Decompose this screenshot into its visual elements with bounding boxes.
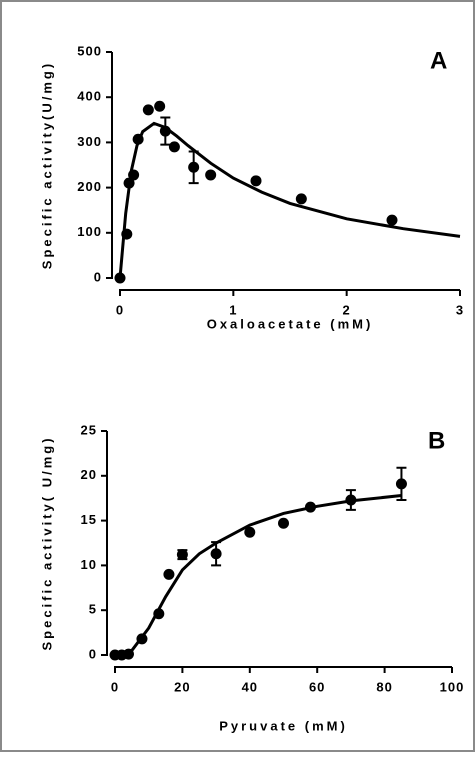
y-tick-label: 10 xyxy=(81,557,97,572)
x-tick-label: 40 xyxy=(242,679,258,694)
data-point xyxy=(304,501,316,513)
data-point xyxy=(121,228,133,240)
data-point xyxy=(176,549,188,561)
x-tick-label: 80 xyxy=(376,679,392,694)
data-point xyxy=(128,169,140,181)
y-tick-label: 500 xyxy=(77,43,102,58)
x-axis-title: Oxaloacetate (mM) xyxy=(207,316,374,331)
y-tick-label: 300 xyxy=(77,134,102,149)
data-point xyxy=(345,494,357,506)
data-point xyxy=(386,214,398,226)
x-tick-label: 1 xyxy=(229,302,237,317)
x-tick-label: 0 xyxy=(111,679,119,694)
data-point xyxy=(250,175,262,187)
y-axis-title: Specific activity( U/mg) xyxy=(39,435,54,650)
data-point xyxy=(153,608,165,620)
data-point xyxy=(244,526,256,538)
y-axis-title: Specific activity(U/mg) xyxy=(39,61,54,269)
y-tick-label: 5 xyxy=(89,602,97,617)
x-tick-label: 3 xyxy=(456,302,464,317)
y-tick-label: 15 xyxy=(81,512,97,527)
data-point xyxy=(114,272,126,284)
data-point xyxy=(168,141,180,153)
data-point xyxy=(132,133,144,145)
data-point xyxy=(205,169,217,181)
y-tick-label: 100 xyxy=(77,224,102,239)
panel-label: A xyxy=(430,47,447,74)
y-tick-label: 25 xyxy=(81,422,97,437)
y-tick-label: 0 xyxy=(89,646,97,661)
fit-curve xyxy=(118,121,461,279)
data-point xyxy=(142,104,154,116)
data-point xyxy=(123,177,135,189)
data-point xyxy=(295,193,307,205)
y-tick-label: 20 xyxy=(81,467,97,482)
x-tick-label: 100 xyxy=(440,679,465,694)
panel-label: B xyxy=(428,427,445,454)
y-tick-label: 0 xyxy=(94,269,102,284)
data-point xyxy=(154,100,166,112)
data-point xyxy=(136,633,148,645)
data-point xyxy=(122,648,134,660)
x-axis-title: Pyruvate (mM) xyxy=(219,718,348,733)
fit-curve xyxy=(114,494,402,657)
x-tick-label: 0 xyxy=(116,302,124,317)
data-point xyxy=(159,125,171,137)
data-point xyxy=(163,568,175,580)
y-tick-label: 200 xyxy=(77,179,102,194)
data-point xyxy=(210,548,222,560)
data-point xyxy=(278,517,289,529)
x-tick-label: 60 xyxy=(309,679,325,694)
data-point xyxy=(395,478,407,490)
y-tick-label: 400 xyxy=(77,89,102,104)
data-point xyxy=(188,161,200,173)
x-tick-label: 20 xyxy=(174,679,190,694)
x-tick-label: 2 xyxy=(343,302,351,317)
